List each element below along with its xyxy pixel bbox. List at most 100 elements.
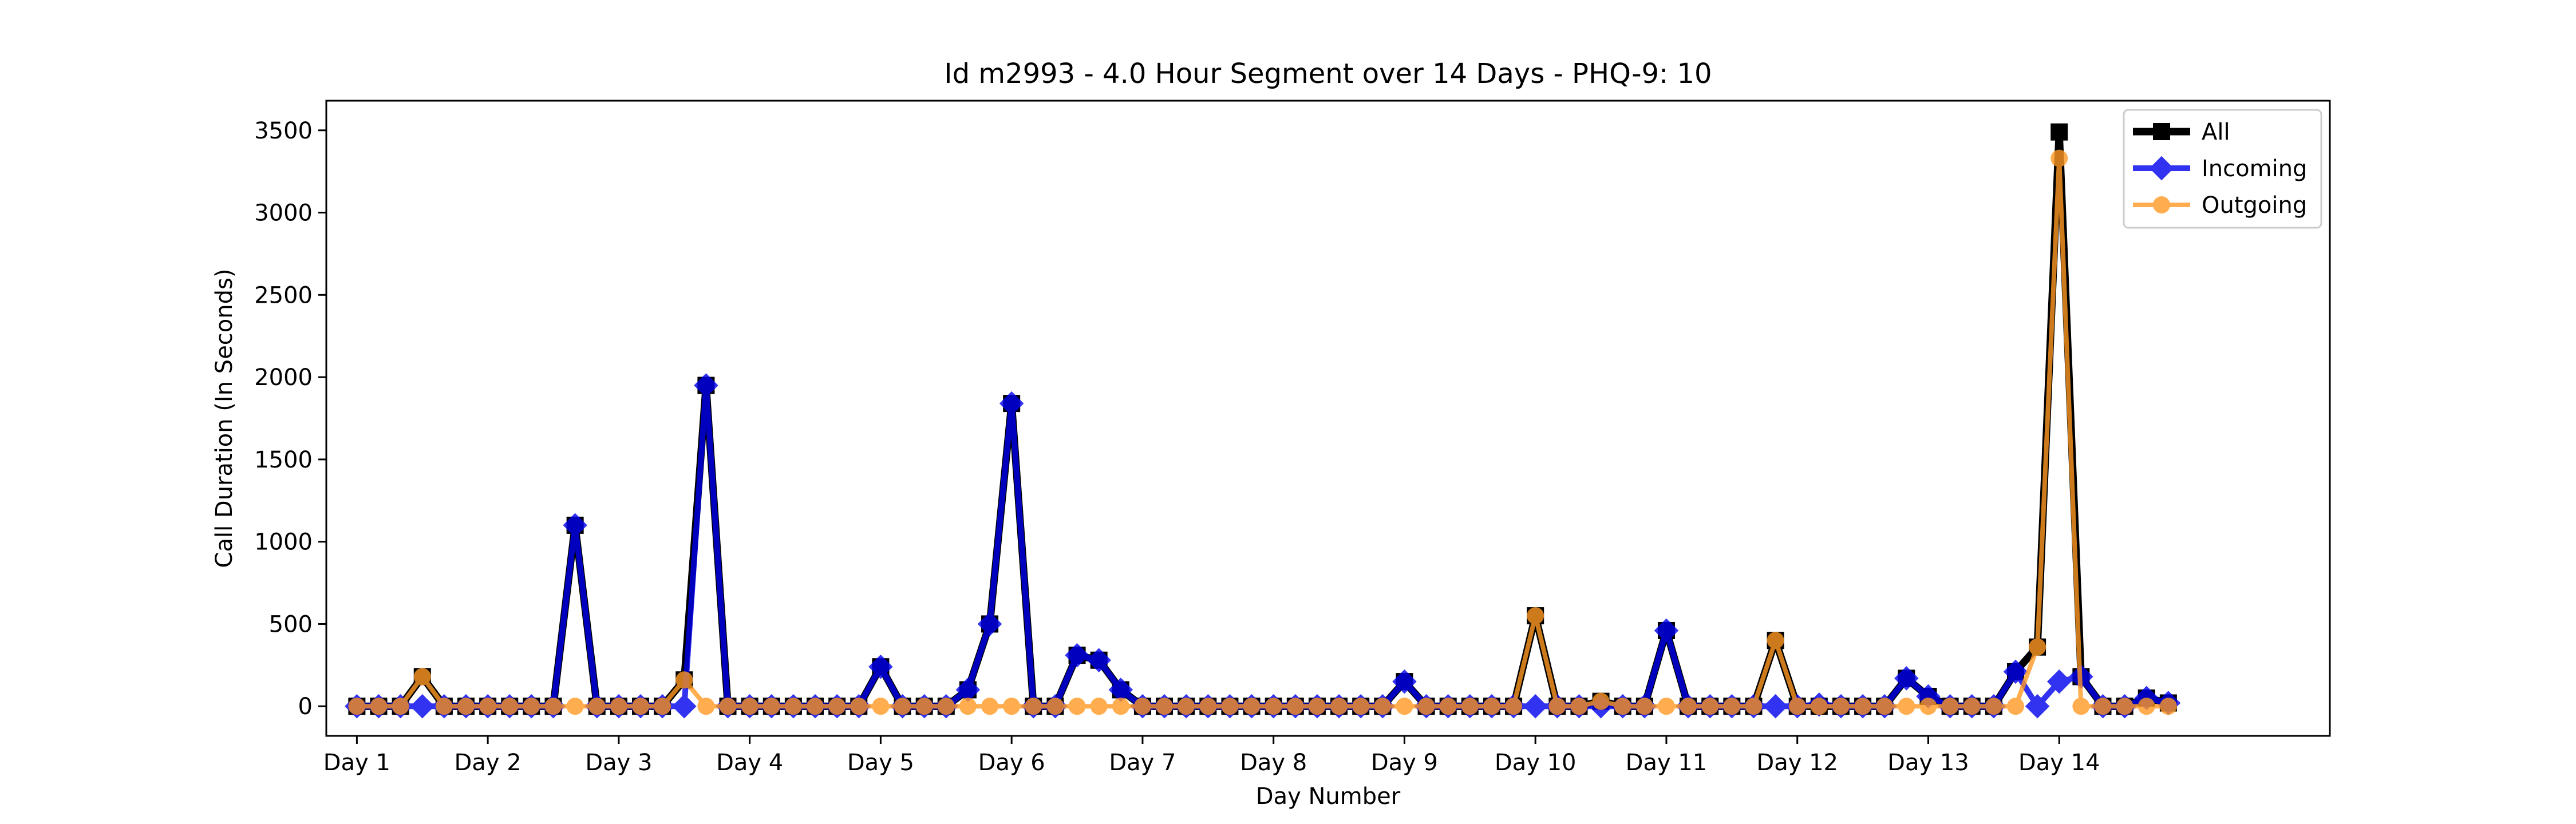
x-tick-label: Day 3 (585, 750, 652, 776)
incoming-marker (2046, 669, 2072, 694)
outgoing-marker (1265, 698, 1282, 715)
outgoing-marker (1483, 698, 1500, 715)
outgoing-marker (413, 668, 431, 686)
outgoing-marker (479, 698, 497, 715)
outgoing-marker (1133, 698, 1151, 715)
series-incoming (345, 373, 2181, 719)
outgoing-marker (828, 698, 846, 715)
outgoing-marker (1156, 698, 1174, 715)
outgoing-marker (937, 698, 955, 715)
outgoing-marker (2050, 149, 2068, 167)
outgoing-marker (1396, 698, 1413, 715)
incoming-marker (868, 654, 893, 679)
incoming-marker (999, 391, 1024, 416)
outgoing-marker (1788, 698, 1806, 715)
x-tick-label: Day 4 (716, 750, 783, 776)
outgoing-marker (501, 698, 519, 715)
outgoing-marker (1330, 698, 1348, 715)
outgoing-marker (1635, 698, 1653, 715)
outgoing-marker (1876, 698, 1894, 715)
outgoing-marker (435, 698, 453, 715)
y-tick-label: 2000 (254, 365, 313, 391)
x-tick-label: Day 2 (455, 750, 521, 776)
outgoing-marker (2072, 698, 2090, 715)
outgoing-marker (1832, 698, 1850, 715)
incoming-marker (2003, 659, 2028, 684)
x-tick-label: Day 13 (1887, 750, 1969, 776)
outgoing-marker (1112, 698, 1129, 715)
legend-label-all: All (2202, 119, 2230, 145)
outgoing-marker (457, 698, 475, 715)
plot-frame (325, 100, 2331, 737)
x-tick-label: Day 6 (978, 750, 1045, 776)
chart-title: Id m2993 - 4.0 Hour Segment over 14 Days… (944, 58, 1712, 90)
outgoing-marker (2159, 698, 2177, 715)
outgoing-marker (807, 698, 824, 715)
all-marker (2050, 123, 2068, 141)
y-tick-label: 500 (269, 611, 313, 637)
outgoing-marker (697, 698, 715, 715)
incoming-marker (1763, 694, 1788, 719)
incoming-marker (2025, 694, 2050, 719)
outgoing-marker (610, 698, 627, 715)
outgoing-marker (1854, 698, 1872, 715)
outgoing-marker (1810, 698, 1828, 715)
x-tick-label: Day 14 (2018, 750, 2100, 776)
y-tick-label: 2500 (254, 282, 313, 308)
outgoing-marker (2006, 698, 2024, 715)
incoming-marker (1894, 666, 1919, 691)
outgoing-marker (762, 698, 780, 715)
outgoing-marker (588, 698, 606, 715)
outgoing-marker (1592, 692, 1610, 710)
legend-label-incoming: Incoming (2202, 156, 2307, 182)
series-line-all (357, 128, 2170, 710)
outgoing-marker (523, 698, 540, 715)
outgoing-marker (894, 698, 911, 715)
incoming-marker (563, 513, 587, 538)
y-tick-label: 3500 (254, 118, 313, 144)
outgoing-marker (1505, 698, 1523, 715)
outgoing-marker (654, 698, 671, 715)
series-outgoing (348, 149, 2177, 715)
outgoing-marker (392, 698, 409, 715)
outgoing-marker (1046, 698, 1064, 715)
x-tick-label: Day 10 (1495, 750, 1577, 776)
incoming-marker (1392, 669, 1417, 694)
series-line-outgoing (357, 156, 2168, 709)
outgoing-marker (981, 698, 999, 715)
incoming-marker (410, 694, 435, 719)
outgoing-marker (959, 698, 977, 715)
outgoing-marker (632, 698, 650, 715)
outgoing-marker (1548, 698, 1566, 715)
outgoing-marker (1570, 698, 1588, 715)
incoming-marker (1086, 648, 1111, 672)
y-tick-label: 1000 (254, 529, 313, 556)
outgoing-marker (1745, 698, 1763, 715)
outgoing-marker (2029, 638, 2046, 656)
incoming-marker (1065, 643, 1089, 668)
incoming-marker (672, 694, 697, 719)
outgoing-marker (566, 698, 584, 715)
outgoing-marker (1985, 698, 2002, 715)
outgoing-marker (2116, 698, 2134, 715)
x-tick-label: Day 5 (847, 750, 914, 776)
outgoing-marker (675, 671, 693, 689)
x-tick-label: Day 11 (1626, 750, 1708, 776)
outgoing-marker (784, 698, 802, 715)
legend-item-incoming (2133, 156, 2190, 181)
legend-box (2123, 109, 2322, 229)
outgoing-marker (348, 698, 366, 715)
outgoing-marker (1025, 698, 1042, 715)
incoming-marker (977, 612, 1002, 636)
outgoing-marker (1614, 698, 1631, 715)
outgoing-marker (915, 698, 933, 715)
x-tick-label: Day 1 (323, 750, 390, 776)
outgoing-marker (2094, 698, 2112, 715)
outgoing-marker (1439, 698, 1457, 715)
outgoing-marker (1941, 698, 1959, 715)
y-axis-label: Call Duration (In Seconds) (211, 269, 238, 568)
outgoing-marker (1657, 698, 1675, 715)
outgoing-marker (1919, 698, 1937, 715)
